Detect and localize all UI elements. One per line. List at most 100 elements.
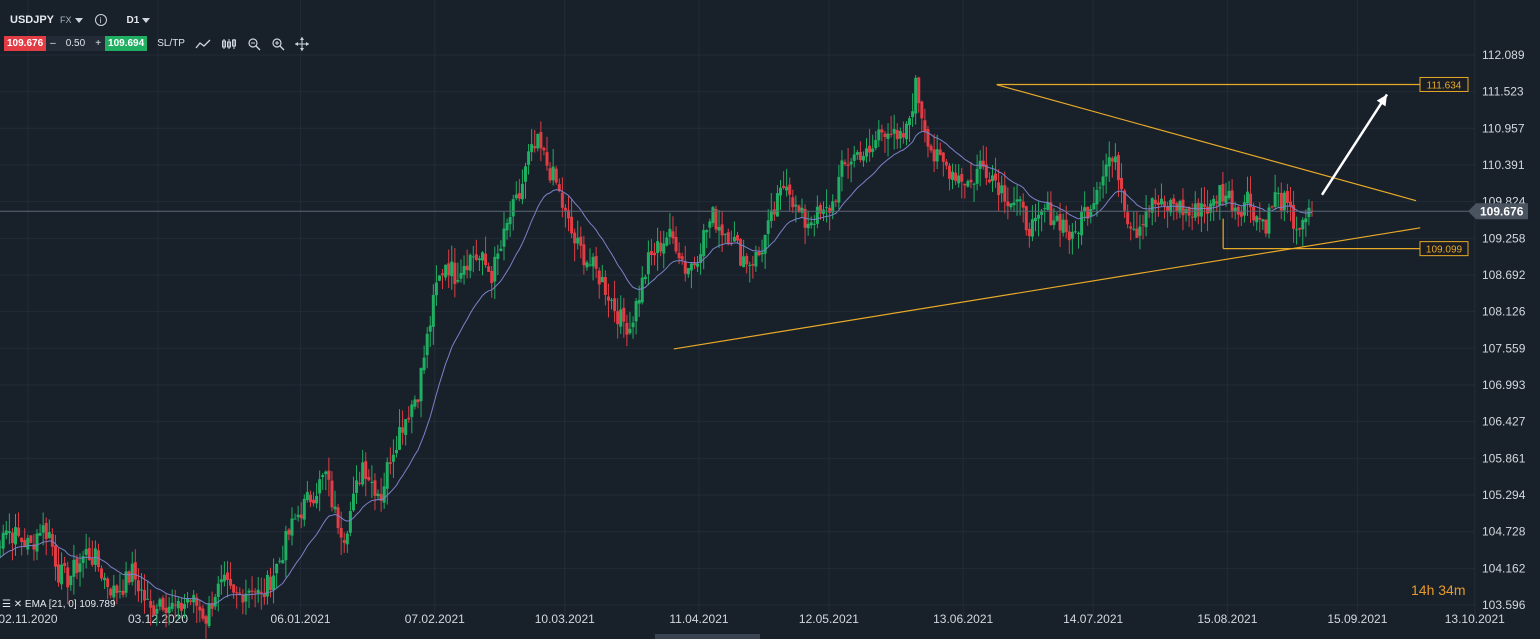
x-tick-label: 11.04.2021 bbox=[669, 612, 728, 626]
candle-body bbox=[766, 220, 770, 234]
candle-body bbox=[161, 597, 165, 610]
candle-body bbox=[308, 494, 312, 503]
info-icon[interactable]: i bbox=[94, 14, 107, 26]
y-tick-label: 112.089 bbox=[1482, 48, 1525, 62]
line-chart-icon[interactable] bbox=[195, 38, 211, 50]
candle-body bbox=[1077, 232, 1081, 234]
ema-indicator-label[interactable]: ☰ ✕ EMA [21, 0] 109.789 bbox=[2, 599, 116, 610]
candle-body bbox=[90, 558, 94, 565]
candle-body bbox=[524, 166, 528, 182]
candle-body bbox=[1181, 199, 1185, 216]
candle-body bbox=[742, 256, 746, 268]
candle-body bbox=[935, 149, 939, 162]
candle-body bbox=[10, 532, 14, 544]
candle-body bbox=[293, 518, 297, 520]
candle-body bbox=[938, 149, 942, 156]
candle-body bbox=[1227, 190, 1231, 199]
zoom-out-icon[interactable] bbox=[247, 37, 261, 51]
candle-body bbox=[53, 545, 57, 567]
lot-stepper[interactable]: – 0.50 + bbox=[46, 36, 106, 51]
candle-body bbox=[1027, 228, 1031, 237]
candle-body bbox=[926, 129, 930, 147]
timeframe-dropdown[interactable]: D1 bbox=[127, 15, 151, 26]
candle-body bbox=[29, 535, 33, 543]
horizontal-scrollbar[interactable] bbox=[655, 634, 760, 639]
candle-body bbox=[812, 223, 816, 225]
y-tick-label: 110.957 bbox=[1482, 121, 1525, 135]
candle-body bbox=[63, 563, 67, 567]
candle-body bbox=[659, 242, 663, 252]
candle-body bbox=[250, 590, 254, 592]
candle-body bbox=[487, 266, 491, 272]
candle-body bbox=[342, 540, 346, 543]
candle-body bbox=[1, 532, 5, 549]
candle-body bbox=[800, 207, 804, 213]
candle-body bbox=[20, 537, 24, 543]
y-tick-label: 105.294 bbox=[1482, 488, 1526, 502]
candle-body bbox=[1070, 231, 1074, 239]
candle-body bbox=[57, 564, 61, 583]
candle-body bbox=[689, 263, 693, 271]
candle-body bbox=[514, 194, 518, 199]
candle-body bbox=[17, 527, 21, 536]
candle-body bbox=[441, 273, 445, 276]
candle-body bbox=[425, 333, 429, 356]
candle-body bbox=[680, 256, 684, 260]
candle-body bbox=[855, 152, 859, 155]
candle-body bbox=[818, 205, 822, 214]
candle-body bbox=[296, 514, 300, 518]
candle-body bbox=[146, 598, 150, 600]
candle-body bbox=[929, 145, 933, 151]
candle-body bbox=[579, 236, 583, 246]
candle-body bbox=[1006, 201, 1010, 207]
sltp-button[interactable]: SL/TP bbox=[157, 38, 185, 49]
candle-body bbox=[302, 498, 306, 520]
candle-body bbox=[1215, 201, 1219, 204]
triangle-upper-line[interactable] bbox=[996, 84, 1417, 202]
lot-decrease-button[interactable]: – bbox=[50, 38, 56, 49]
candle-body bbox=[788, 184, 792, 195]
candle-body bbox=[843, 162, 847, 165]
triangle-lower-line[interactable] bbox=[673, 227, 1421, 350]
candle-body bbox=[597, 270, 601, 285]
candle-body bbox=[422, 357, 426, 371]
candle-body bbox=[1107, 157, 1111, 167]
candle-body bbox=[748, 265, 752, 267]
lot-increase-button[interactable]: + bbox=[95, 38, 102, 49]
sell-button[interactable]: 109.676 bbox=[4, 36, 47, 51]
market-dropdown[interactable]: FX bbox=[60, 15, 83, 25]
candle-body bbox=[1061, 219, 1065, 233]
candle-body bbox=[121, 590, 125, 595]
zoom-in-icon[interactable] bbox=[271, 37, 285, 51]
candle-body bbox=[1288, 201, 1292, 207]
breakout-arrow[interactable] bbox=[1320, 93, 1389, 196]
candle-body bbox=[434, 282, 438, 296]
candle-body bbox=[889, 133, 893, 135]
candle-body bbox=[754, 251, 758, 267]
candle-body bbox=[14, 527, 18, 545]
candle-body bbox=[502, 228, 506, 247]
candle-body bbox=[404, 419, 408, 435]
candle-body bbox=[1123, 190, 1127, 211]
candle-body bbox=[238, 592, 242, 594]
candle-body bbox=[585, 262, 589, 268]
candle-body bbox=[327, 470, 331, 480]
candle-body bbox=[361, 462, 365, 485]
buy-button[interactable]: 109.694 bbox=[105, 36, 148, 51]
candle-body bbox=[66, 567, 70, 588]
candle-body bbox=[447, 263, 451, 276]
candle-body bbox=[600, 276, 604, 283]
candle-body bbox=[312, 499, 316, 504]
candle-body bbox=[1267, 207, 1271, 234]
candle-body bbox=[1212, 198, 1216, 206]
crosshair-icon[interactable] bbox=[294, 36, 309, 51]
candle-body bbox=[723, 233, 727, 235]
candle-chart-icon[interactable] bbox=[221, 38, 237, 50]
y-tick-label: 106.427 bbox=[1482, 415, 1526, 429]
candle-body bbox=[560, 192, 564, 208]
symbol-label[interactable]: USDJPY bbox=[10, 14, 55, 26]
lot-value[interactable]: 0.50 bbox=[65, 38, 86, 49]
candle-body bbox=[865, 148, 869, 157]
candle-body bbox=[84, 549, 88, 555]
